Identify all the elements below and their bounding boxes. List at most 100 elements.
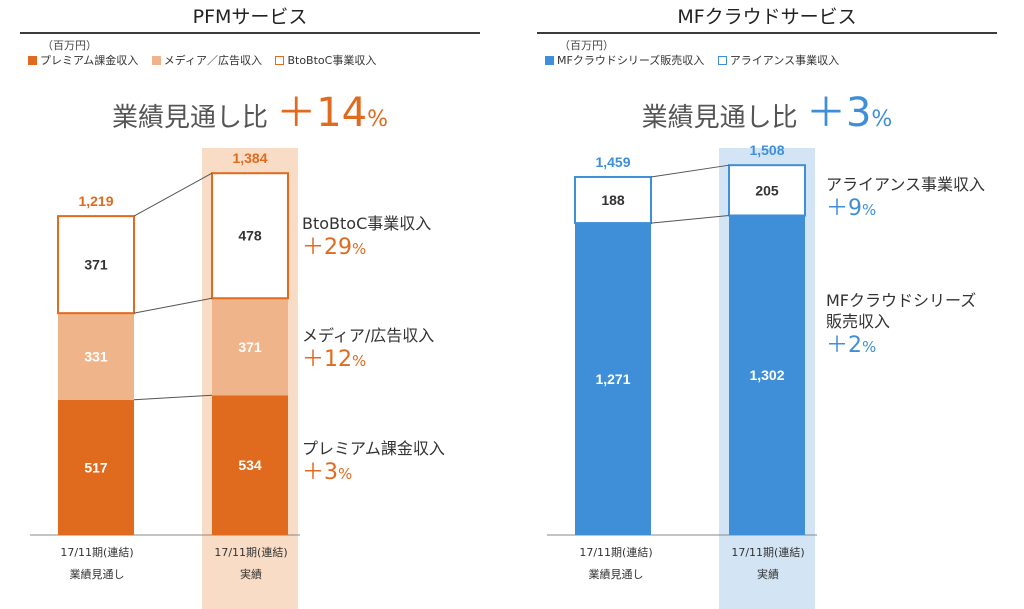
headline-value: 3 <box>845 90 872 136</box>
annotation-pct: % <box>862 338 877 356</box>
total-label: 1,384 <box>232 150 267 166</box>
category-label-forecast: 17/11期(連結) 業績見通し <box>37 542 157 586</box>
legend-swatch <box>28 56 37 65</box>
title-rule <box>20 32 480 34</box>
bar-segment <box>212 395 288 535</box>
category-label-actual: 17/11期(連結) 実績 <box>708 542 828 586</box>
annotation-media: メディア/広告収入 ＋12% <box>302 325 434 375</box>
bar-segment <box>57 215 135 315</box>
bar-segment <box>575 223 651 535</box>
connector-line <box>133 394 213 401</box>
title-rule <box>537 32 997 34</box>
legend-swatch <box>275 56 285 65</box>
connector-line <box>133 297 213 314</box>
legend-item-mfcloud: MFクラウドシリーズ販売収入 <box>545 54 704 67</box>
legend-swatch <box>545 56 554 65</box>
bar-segment <box>211 172 289 300</box>
category-label-forecast: 17/11期(連結) 業績見通し <box>556 542 676 586</box>
annotation-sign: ＋ <box>302 347 325 372</box>
annotation-value: 29 <box>324 235 353 260</box>
headline-pct: % <box>871 107 893 132</box>
connector-line <box>133 172 213 217</box>
annotation-label: プレミアム課金収入 <box>302 439 445 458</box>
category-line2: 業績見通し <box>588 568 644 581</box>
annotation-label: アライアンス事業収入 <box>826 175 986 194</box>
total-label: 1,459 <box>595 154 630 170</box>
annotation-mfcloud: MFクラウドシリーズ 販売収入 ＋2% <box>826 290 976 361</box>
legend-swatch <box>151 56 161 65</box>
annotation-premium: プレミアム課金収入 ＋3% <box>302 438 445 488</box>
connector-line <box>650 214 730 224</box>
annotation-value: 3 <box>324 460 339 485</box>
annotation-pct: % <box>352 240 367 258</box>
annotation-label: BtoBtoC事業収入 <box>302 214 432 233</box>
category-line1: 17/11期(連結) <box>60 546 134 559</box>
legend-item-alliance: アライアンス事業収入 <box>717 54 840 67</box>
total-label: 1,219 <box>78 193 113 209</box>
data-label: 371 <box>84 257 108 273</box>
legend-label: BtoBtoC事業収入 <box>287 54 377 67</box>
annotation-value: 2 <box>848 333 863 358</box>
annotation-pct: % <box>338 465 353 483</box>
legend-label: アライアンス事業収入 <box>729 54 840 67</box>
annotation-btobtoc: BtoBtoC事業収入 ＋29% <box>302 213 431 263</box>
mf-chart: 1,271 188 1,459 1,302 205 1,508 <box>547 142 817 609</box>
legend-item-media: メディア／広告収入 <box>151 54 262 67</box>
data-label: 478 <box>238 228 262 244</box>
panel-title: PFMサービス <box>192 6 308 28</box>
pfm-chart: 517 331 371 1,219 534 371 478 1,384 <box>30 148 300 609</box>
unit-label: （百万円） <box>42 39 97 52</box>
data-label: 1,302 <box>749 367 784 383</box>
legend-swatch <box>717 56 727 65</box>
category-line2: 実績 <box>757 568 779 581</box>
annotation-alliance: アライアンス事業収入 ＋9% <box>826 174 985 224</box>
data-label: 331 <box>84 348 108 364</box>
annotation-value: 9 <box>848 196 863 221</box>
annotation-pct: % <box>352 352 367 370</box>
headline: 業績見通し比 ＋14% <box>20 80 480 138</box>
bar-segment <box>729 215 805 535</box>
bar-segment <box>574 175 652 225</box>
bar-segment <box>58 399 134 535</box>
total-label: 1,508 <box>749 142 784 158</box>
headline: 業績見通し比 ＋3% <box>537 80 997 138</box>
annotation-sign: ＋ <box>826 196 849 221</box>
legend: MFクラウドシリーズ販売収入 アライアンス事業収入 <box>545 52 849 68</box>
headline-value: 14 <box>316 90 368 136</box>
headline-pct: % <box>367 107 389 132</box>
headline-sign: ＋ <box>276 90 317 136</box>
category-line2: 実績 <box>240 568 262 581</box>
headline-text: 業績見通し比 <box>111 103 268 133</box>
annotation-label2: 販売収入 <box>826 312 891 331</box>
legend-item-premium: プレミアム課金収入 <box>28 54 138 67</box>
panel-title: MFクラウドサービス <box>677 6 857 28</box>
connector-line <box>650 164 730 178</box>
category-line1: 17/11期(連結) <box>731 546 805 559</box>
annotation-sign: ＋ <box>302 460 325 485</box>
mf-panel: MFクラウドサービス （百万円） MFクラウドシリーズ販売収入 アライアンス事業… <box>537 0 997 609</box>
legend-label: プレミアム課金収入 <box>40 54 139 67</box>
category-line2: 業績見通し <box>69 568 125 581</box>
data-label: 188 <box>601 192 625 208</box>
category-line1: 17/11期(連結) <box>579 546 653 559</box>
data-label: 534 <box>238 457 262 473</box>
annotation-label: MFクラウドシリーズ <box>826 291 977 310</box>
legend-label: MFクラウドシリーズ販売収入 <box>557 54 705 67</box>
data-label: 205 <box>755 182 779 198</box>
category-line1: 17/11期(連結) <box>214 546 288 559</box>
data-label: 1,271 <box>595 371 630 387</box>
bar-segment <box>728 164 806 217</box>
legend-item-btobtoc: BtoBtoC事業収入 <box>275 54 376 67</box>
pfm-panel: PFMサービス （百万円） プレミアム課金収入 メディア／広告収入 BtoBto… <box>20 0 480 609</box>
bar-segment <box>58 313 134 400</box>
annotation-value: 12 <box>324 347 353 372</box>
legend: プレミアム課金収入 メディア／広告収入 BtoBtoC事業収入 <box>28 52 386 68</box>
unit-label: （百万円） <box>559 39 614 52</box>
annotation-label: メディア/広告収入 <box>302 326 435 345</box>
data-label: 371 <box>238 339 262 355</box>
annotation-pct: % <box>862 201 877 219</box>
category-label-actual: 17/11期(連結) 実績 <box>191 542 311 586</box>
annotation-sign: ＋ <box>826 333 849 358</box>
bar-segment <box>212 298 288 396</box>
annotation-sign: ＋ <box>302 235 325 260</box>
